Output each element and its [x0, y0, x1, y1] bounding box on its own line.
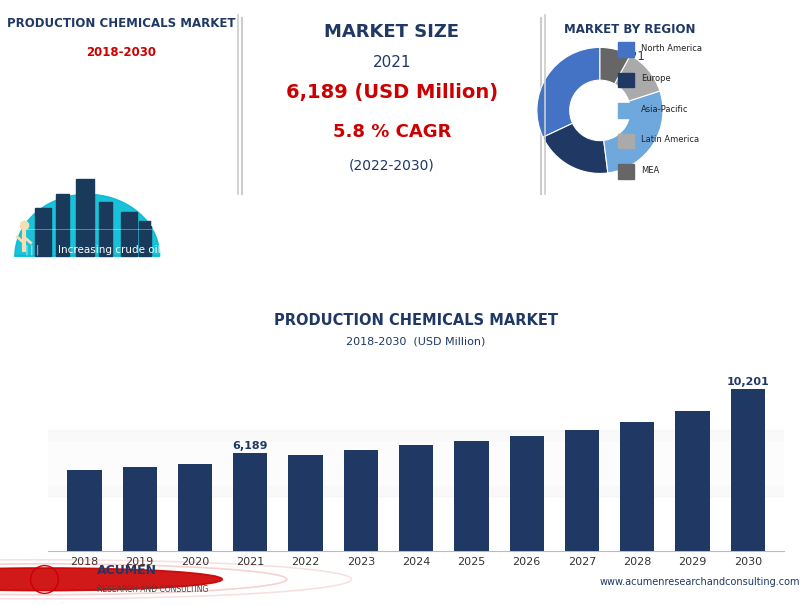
- Bar: [730, 390, 765, 551]
- Text: North America: North America: [642, 44, 702, 53]
- Text: 6,189: 6,189: [233, 441, 268, 451]
- Text: ACUMEN: ACUMEN: [97, 563, 157, 577]
- Text: Schlumberger Limited: Schlumberger Limited: [636, 245, 751, 255]
- Text: MARKET SIZE: MARKET SIZE: [324, 24, 460, 41]
- Text: Increasing crude oil production: Increasing crude oil production: [58, 245, 220, 255]
- Bar: [56, 194, 69, 257]
- Text: MARKET BY REGION: MARKET BY REGION: [564, 24, 696, 36]
- Text: Baker Hughes Company: Baker Hughes Company: [636, 313, 762, 323]
- Text: Asia-Pacific: Asia-Pacific: [642, 105, 688, 114]
- Text: Clariant: Clariant: [436, 279, 478, 289]
- Bar: [620, 422, 654, 551]
- Bar: [76, 179, 94, 257]
- Bar: [234, 453, 267, 551]
- Polygon shape: [0, 431, 808, 497]
- Wedge shape: [600, 47, 630, 84]
- Bar: [618, 103, 633, 118]
- Bar: [343, 450, 378, 551]
- Text: 2018-2030  (USD Million): 2018-2030 (USD Million): [347, 336, 486, 346]
- Bar: [123, 467, 157, 551]
- Text: Halliburton: Halliburton: [436, 313, 494, 323]
- Text: www.acumenresearchandconsulting.com: www.acumenresearchandconsulting.com: [600, 577, 800, 587]
- Bar: [618, 134, 633, 148]
- Text: Akzo Nobel N.V.: Akzo Nobel N.V.: [636, 279, 718, 289]
- Text: PRODUCTION CHEMICALS MARKET: PRODUCTION CHEMICALS MARKET: [274, 313, 558, 329]
- Text: 10,201: 10,201: [726, 378, 769, 387]
- Text: |||: |||: [23, 245, 41, 255]
- Text: >: >: [408, 245, 417, 255]
- Bar: [178, 463, 213, 551]
- Bar: [399, 445, 433, 551]
- Bar: [139, 221, 150, 257]
- Text: KEY PLAYERS: KEY PLAYERS: [550, 216, 650, 229]
- Circle shape: [0, 568, 222, 590]
- Text: (2022-2030): (2022-2030): [349, 159, 435, 172]
- Text: >: >: [408, 279, 417, 289]
- Text: Europe: Europe: [642, 74, 671, 83]
- Text: PRODUCTION CHEMICALS MARKET: PRODUCTION CHEMICALS MARKET: [7, 17, 235, 30]
- Bar: [675, 411, 709, 551]
- Bar: [454, 441, 489, 551]
- Text: RESEARCH AND CONSULTING: RESEARCH AND CONSULTING: [97, 585, 208, 594]
- Polygon shape: [15, 194, 160, 257]
- Bar: [36, 208, 51, 257]
- Wedge shape: [604, 91, 663, 173]
- Text: 2018-2030: 2018-2030: [86, 46, 156, 59]
- Text: Latin America: Latin America: [642, 135, 700, 144]
- Text: 2021: 2021: [615, 50, 645, 63]
- Text: >: >: [608, 313, 617, 323]
- Text: Increased gas production and exploration activities: Increased gas production and exploration…: [58, 313, 326, 323]
- Bar: [121, 212, 137, 257]
- Text: BASF SE: BASF SE: [436, 245, 479, 255]
- Text: KEY DRIVERS: KEY DRIVERS: [150, 216, 250, 229]
- Text: >: >: [608, 279, 617, 289]
- Wedge shape: [537, 47, 600, 137]
- Polygon shape: [0, 442, 808, 485]
- Text: 5.8 % CAGR: 5.8 % CAGR: [333, 123, 451, 142]
- Text: >: >: [408, 313, 417, 323]
- Text: >: >: [608, 245, 617, 255]
- Bar: [288, 455, 322, 551]
- Text: Growing drilling operations: Growing drilling operations: [58, 279, 200, 289]
- Text: |||: |||: [23, 313, 41, 324]
- Text: |||: |||: [23, 279, 41, 289]
- Bar: [510, 436, 544, 551]
- Bar: [67, 470, 102, 551]
- Wedge shape: [615, 55, 660, 101]
- Text: 2021: 2021: [372, 55, 411, 70]
- Bar: [565, 430, 599, 551]
- Bar: [618, 164, 633, 178]
- Bar: [618, 42, 633, 57]
- Text: MEA: MEA: [642, 166, 659, 174]
- Wedge shape: [543, 123, 608, 174]
- Bar: [99, 202, 112, 257]
- Bar: [618, 73, 633, 87]
- Text: 6,189 (USD Million): 6,189 (USD Million): [286, 83, 498, 102]
